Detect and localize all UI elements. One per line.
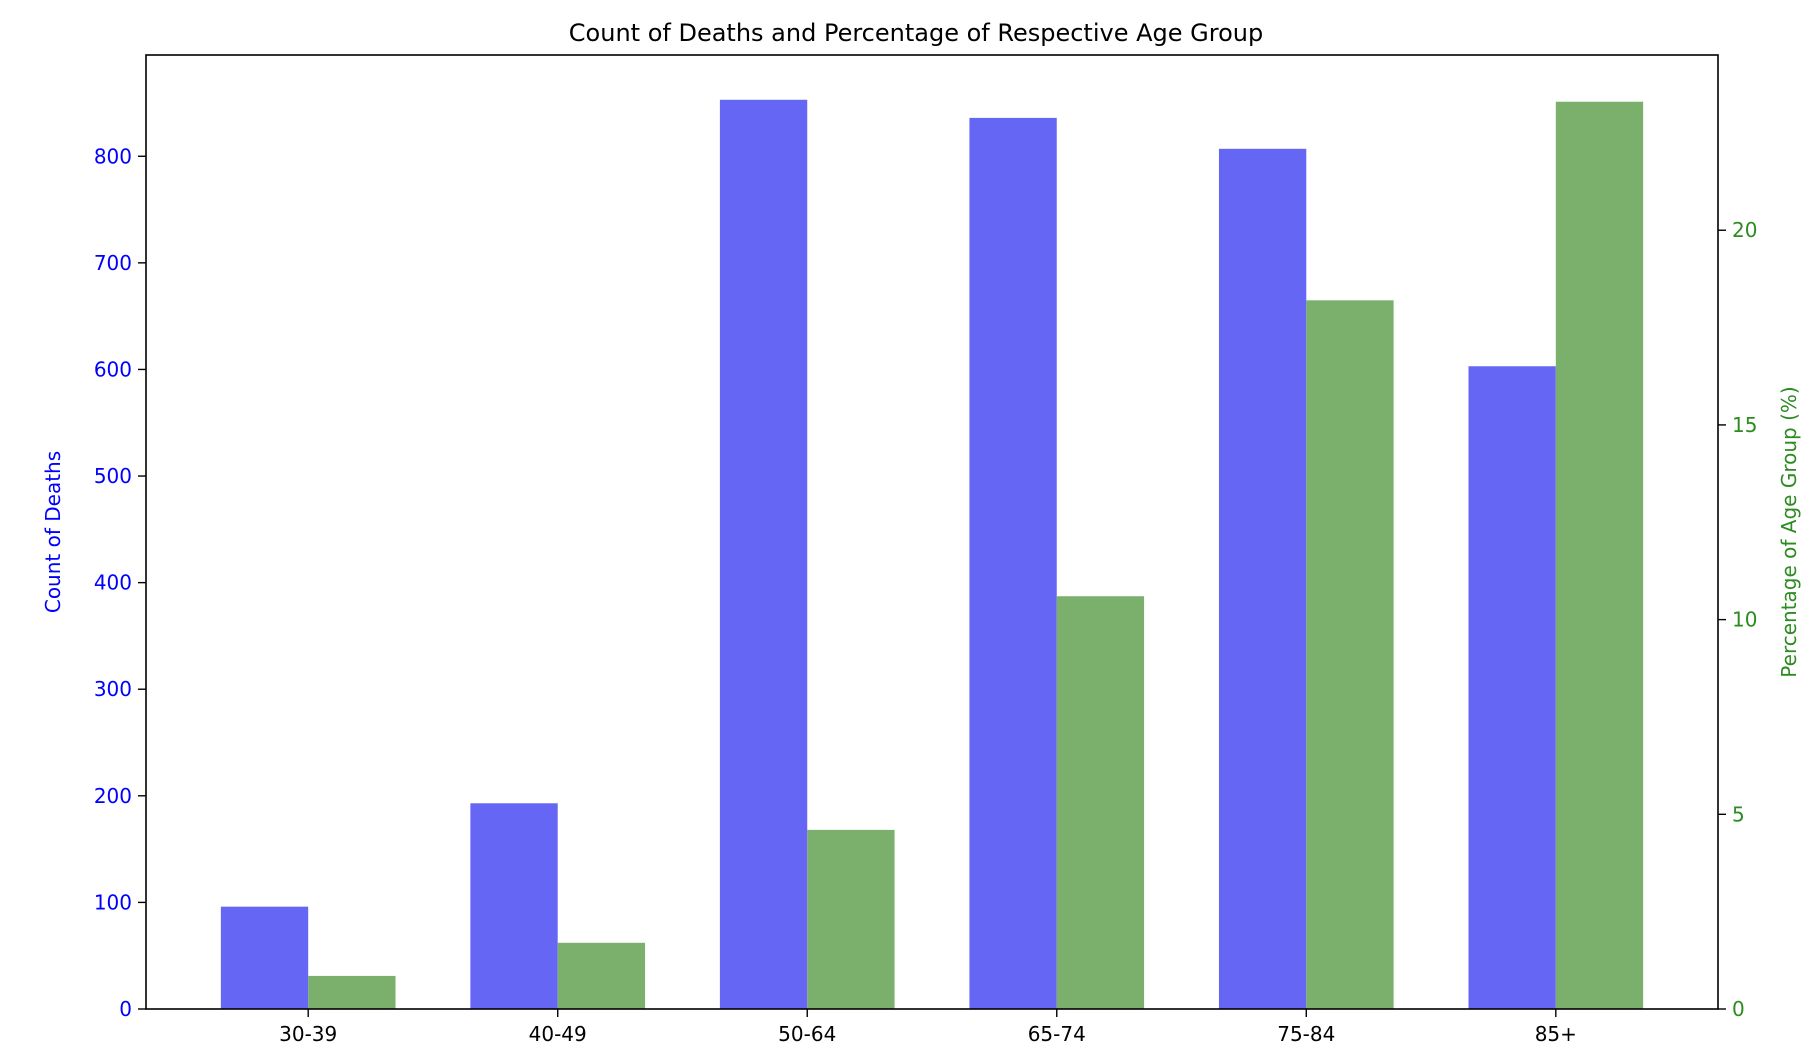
right-tick-label: 0	[1732, 997, 1745, 1021]
bar-percentage-40-49	[557, 942, 646, 1009]
right-tick-label: 10	[1732, 608, 1757, 632]
x-tick-label: 85+	[1535, 1022, 1577, 1046]
left-tick-label: 500	[94, 464, 132, 488]
left-tick-label: 300	[94, 677, 132, 701]
chart-title: Count of Deaths and Percentage of Respec…	[569, 19, 1263, 47]
bar-count-65-74	[969, 117, 1057, 1009]
bar-percentage-85+	[1555, 101, 1644, 1009]
left-tick-label: 100	[94, 890, 132, 914]
right-tick-label: 20	[1732, 218, 1757, 242]
bar-count-40-49	[470, 803, 558, 1009]
left-axis-label: Count of Deaths	[41, 451, 65, 613]
right-axis-ticks: 0 5 10 15 20	[1718, 218, 1757, 1021]
bar-percentage-30-39	[308, 975, 396, 1009]
left-tick-label: 600	[94, 357, 132, 381]
bar-percentage-50-64	[807, 829, 895, 1009]
left-tick-label: 800	[94, 144, 132, 168]
bar-percentage-75-84	[1306, 300, 1394, 1009]
x-tick-label: 30-39	[279, 1022, 337, 1046]
left-tick-label: 0	[119, 997, 132, 1021]
left-tick-label: 200	[94, 784, 132, 808]
x-tick-label: 65-74	[1028, 1022, 1086, 1046]
bar-count-85+	[1468, 366, 1556, 1010]
bar-count-75-84	[1218, 148, 1307, 1009]
right-axis-label: Percentage of Age Group (%)	[1777, 386, 1801, 677]
x-axis-ticks: 30-39 40-49 50-64 65-74 75-84 85+	[279, 1009, 1577, 1046]
bar-percentage-65-74	[1056, 596, 1145, 1009]
x-tick-label: 50-64	[778, 1022, 836, 1046]
left-tick-label: 700	[94, 251, 132, 275]
left-axis-ticks: 0 100 200 300 400 500 600 700 800	[94, 144, 146, 1021]
right-tick-label: 5	[1732, 802, 1745, 826]
bars-group	[220, 99, 1644, 1010]
bar-count-50-64	[719, 99, 808, 1009]
bar-count-30-39	[220, 906, 309, 1009]
left-tick-label: 400	[94, 571, 132, 595]
x-tick-label: 75-84	[1277, 1022, 1335, 1046]
right-tick-label: 15	[1732, 413, 1757, 437]
x-tick-label: 40-49	[529, 1022, 587, 1046]
plot-frame	[145, 54, 1719, 1010]
